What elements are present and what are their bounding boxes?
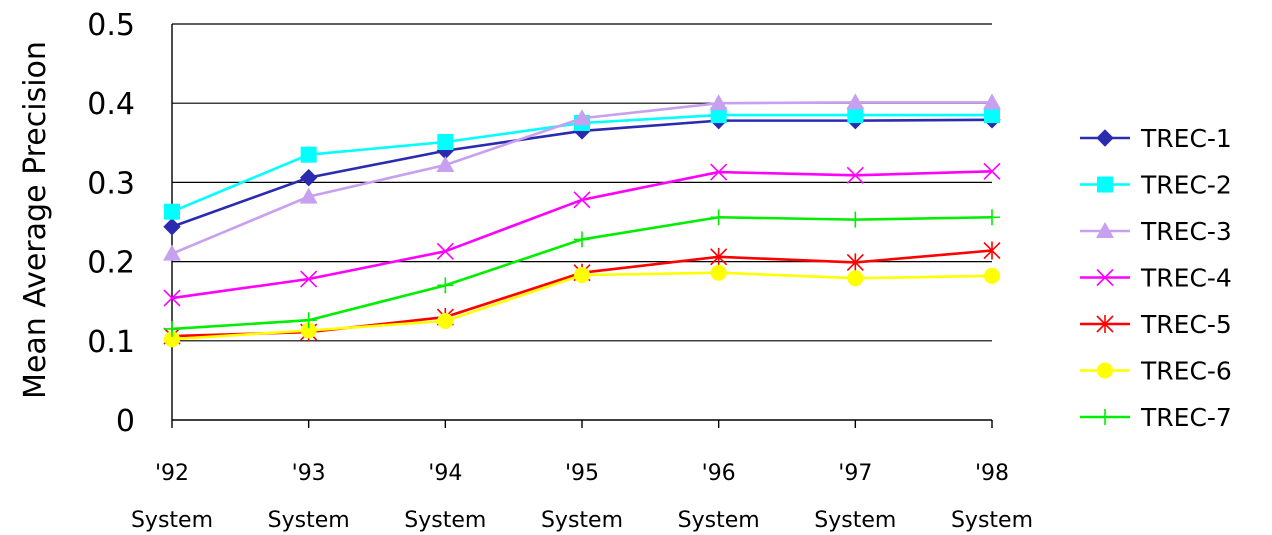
data-point bbox=[437, 277, 454, 294]
x-tick-labels: '92 System '93 System '94 System '95 System '96 S… bbox=[131, 461, 1033, 533]
data-point bbox=[573, 191, 591, 209]
data-point bbox=[984, 267, 1000, 284]
data-point bbox=[164, 203, 180, 220]
data-point bbox=[983, 162, 1001, 180]
data-point bbox=[164, 320, 180, 337]
data-point bbox=[710, 107, 727, 124]
x-tick-label: '92 bbox=[155, 461, 189, 486]
legend-label: TREC-2 bbox=[1140, 171, 1232, 200]
y-tick-label: 0.3 bbox=[87, 166, 135, 201]
x-tick-label: '95 bbox=[565, 461, 599, 486]
data-point bbox=[846, 166, 864, 184]
data-point bbox=[847, 107, 864, 124]
data-point bbox=[710, 264, 727, 281]
data-point bbox=[300, 270, 318, 288]
data-point bbox=[163, 244, 181, 261]
data-point bbox=[300, 146, 317, 163]
x-tick-sublabel: System bbox=[268, 508, 350, 533]
legend-label: TREC-6 bbox=[1140, 357, 1232, 386]
data-point bbox=[436, 155, 455, 172]
data-point bbox=[983, 93, 1001, 110]
data-point bbox=[984, 107, 1000, 124]
legend-label: TREC-7 bbox=[1140, 403, 1232, 432]
x-tick-label: '93 bbox=[292, 461, 326, 486]
y-tick-labels: 0 0.1 0.2 0.3 0.4 0.5 bbox=[87, 8, 135, 439]
data-point bbox=[710, 209, 727, 226]
x-tick-label: '97 bbox=[838, 461, 872, 486]
legend-label: TREC-4 bbox=[1140, 264, 1232, 293]
x-tick-sublabel: System bbox=[814, 508, 896, 533]
legend-label: TREC-1 bbox=[1140, 124, 1232, 153]
series-trec-7 bbox=[164, 209, 1000, 337]
legend-item: TREC-2 bbox=[1080, 171, 1232, 200]
series-lines bbox=[163, 93, 1001, 348]
data-point bbox=[1097, 176, 1113, 193]
series-trec-4 bbox=[163, 162, 1001, 307]
data-point bbox=[436, 242, 454, 260]
axes bbox=[171, 24, 993, 428]
y-tick-label: 0.1 bbox=[87, 325, 135, 360]
data-point bbox=[163, 289, 181, 307]
legend-item: TREC-3 bbox=[1080, 217, 1232, 246]
y-axis-title: Mean Average Precision bbox=[18, 41, 53, 399]
series-line bbox=[171, 249, 993, 338]
data-point bbox=[574, 231, 590, 248]
data-point bbox=[847, 270, 864, 287]
data-point bbox=[846, 93, 865, 110]
data-point bbox=[437, 313, 454, 329]
legend-item: TREC-1 bbox=[1080, 124, 1232, 153]
y-tick-label: 0.2 bbox=[87, 246, 135, 281]
x-tick-sublabel: System bbox=[541, 508, 623, 533]
data-point bbox=[300, 312, 317, 329]
x-tick-label: '98 bbox=[975, 461, 1009, 486]
y-tick-label: 0.5 bbox=[87, 8, 135, 43]
data-point bbox=[299, 187, 318, 204]
x-tick-sublabel: System bbox=[404, 508, 486, 533]
data-point bbox=[984, 209, 1000, 226]
x-tick-label: '94 bbox=[428, 461, 462, 486]
legend: TREC-1 TREC-2 TREC-3 TREC-4 TREC-5 TREC-6 TREC… bbox=[1080, 124, 1232, 432]
data-point bbox=[164, 331, 180, 348]
data-point bbox=[437, 134, 454, 151]
legend-item: TREC-4 bbox=[1080, 264, 1232, 293]
data-point bbox=[573, 109, 591, 126]
y-tick-label: 0.4 bbox=[87, 87, 135, 122]
y-tick-label: 0 bbox=[116, 404, 135, 439]
data-point bbox=[574, 267, 590, 284]
data-point bbox=[710, 247, 728, 266]
series-trec-2 bbox=[164, 107, 1000, 220]
legend-label: TREC-5 bbox=[1140, 310, 1232, 339]
data-point bbox=[299, 168, 318, 187]
data-point bbox=[1097, 362, 1113, 379]
series-trec-3 bbox=[163, 93, 1001, 261]
data-point bbox=[1096, 129, 1114, 147]
x-tick-sublabel: System bbox=[678, 508, 760, 533]
data-point bbox=[847, 211, 864, 228]
series-trec-6 bbox=[164, 264, 1000, 348]
data-point bbox=[710, 163, 728, 181]
data-point bbox=[163, 218, 181, 236]
data-point bbox=[1096, 222, 1114, 238]
data-point bbox=[709, 94, 728, 111]
legend-label: TREC-3 bbox=[1140, 217, 1232, 246]
x-tick-sublabel: System bbox=[951, 508, 1033, 533]
x-tick-label: '96 bbox=[702, 461, 736, 486]
legend-item: TREC-6 bbox=[1080, 357, 1232, 386]
data-point bbox=[1096, 268, 1114, 287]
data-point bbox=[1097, 409, 1113, 425]
legend-item: TREC-5 bbox=[1080, 310, 1232, 339]
data-point bbox=[300, 322, 317, 339]
data-point bbox=[983, 241, 1001, 260]
series-trec-5 bbox=[163, 241, 1001, 346]
data-point bbox=[1096, 315, 1114, 333]
legend-item: TREC-7 bbox=[1080, 403, 1232, 432]
x-tick-sublabel: System bbox=[131, 508, 213, 533]
data-point bbox=[846, 253, 864, 272]
